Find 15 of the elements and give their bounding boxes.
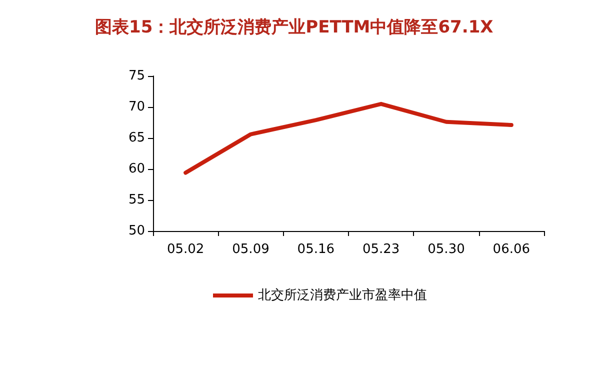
y-tick-label: 75	[128, 68, 145, 84]
y-tick-label: 70	[128, 100, 145, 114]
y-tick-label: 55	[128, 192, 145, 208]
x-tick-label: 05.09	[232, 242, 270, 257]
x-tick-label: 06.06	[492, 242, 530, 257]
line-series	[184, 102, 514, 175]
x-tick-label: 05.02	[166, 242, 204, 257]
x-tick-label: 05.30	[428, 242, 465, 257]
y-tick-label: 50	[128, 224, 145, 238]
legend-label: 北交所泛消费产业市盈率中值	[258, 287, 427, 303]
y-tick-label: 60	[128, 162, 145, 176]
x-tick-label: 05.23	[362, 242, 400, 257]
chart-title: 图表15：北交所泛消费产业PETTM中值降至67.1X	[95, 18, 494, 38]
x-tick-label: 05.16	[297, 242, 335, 257]
y-tick-label: 65	[128, 130, 145, 146]
